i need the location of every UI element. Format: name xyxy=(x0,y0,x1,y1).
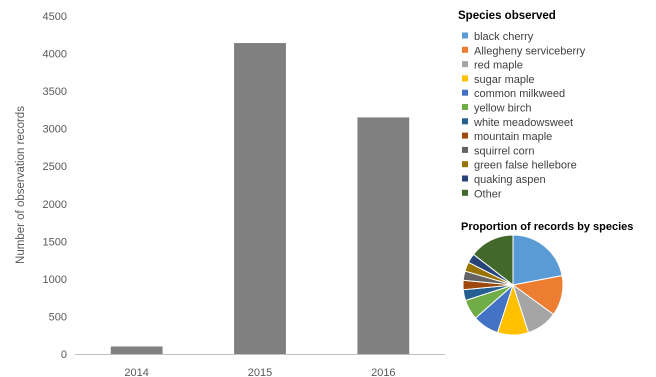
legend-label: squirrel corn xyxy=(474,145,535,157)
x-tick-label: 2015 xyxy=(248,367,272,377)
species-legend: Species observed black cherry Allegheny s… xyxy=(458,10,586,200)
legend-label: quaking aspen xyxy=(474,174,546,186)
pie-slices xyxy=(462,234,564,336)
legend-swatch xyxy=(462,118,468,125)
pie-slice xyxy=(472,234,514,287)
legend-swatch xyxy=(462,61,468,68)
bar-chart: Number of observation records 0 500 1000 15… xyxy=(15,11,445,377)
bar-2015 xyxy=(234,43,286,354)
legend-label: black cherry xyxy=(474,31,534,43)
legend-label: red maple xyxy=(474,60,523,72)
legend-label: green false hellebore xyxy=(474,160,577,172)
bar-2014 xyxy=(110,346,163,354)
y-tick-label: 500 xyxy=(49,311,67,323)
x-tick-label: 2014 xyxy=(124,367,148,377)
y-axis-title: Number of observation records xyxy=(15,106,27,264)
legend-items: black cherry Allegheny serviceberry red ma… xyxy=(462,31,586,200)
legend-swatch xyxy=(462,46,468,53)
legend-label: sugar maple xyxy=(474,74,535,86)
legend-swatch xyxy=(462,75,468,82)
legend-swatch xyxy=(462,89,468,96)
x-tick-label: 2016 xyxy=(371,367,395,377)
legend-label: mountain maple xyxy=(474,131,552,143)
legend-swatch xyxy=(462,146,468,153)
legend-label: yellow birch xyxy=(474,103,531,115)
x-axis-ticks: 2014 2015 2016 xyxy=(124,367,395,377)
y-tick-label: 3500 xyxy=(43,86,67,98)
bar-2016 xyxy=(357,117,410,355)
legend-swatch xyxy=(462,175,468,182)
legend-swatch xyxy=(462,104,468,110)
y-tick-label: 1500 xyxy=(43,236,67,248)
y-tick-label: 4000 xyxy=(43,49,67,61)
legend-label: Allegheny serviceberry xyxy=(474,45,586,57)
legend-swatch xyxy=(462,32,468,39)
y-tick-label: 2000 xyxy=(43,199,67,211)
pie-chart: Proportion of records by species xyxy=(461,221,633,336)
y-tick-label: 1000 xyxy=(43,274,67,286)
pie-title: Proportion of records by species xyxy=(461,221,633,233)
legend-label: Other xyxy=(474,188,502,200)
y-tick-label: 2500 xyxy=(43,161,67,173)
legend-title: Species observed xyxy=(458,10,556,22)
pie-slice xyxy=(512,234,563,286)
y-tick-label: 3000 xyxy=(43,124,67,136)
y-tick-label: 4500 xyxy=(43,11,67,23)
legend-label: common milkweed xyxy=(474,88,565,100)
y-axis-ticks: 0 500 1000 1500 2000 2500 3000 3500 4000 4500 xyxy=(43,11,67,361)
legend-label: white meadowsweet xyxy=(473,117,573,129)
bars xyxy=(110,43,410,355)
legend-swatch xyxy=(462,132,468,139)
legend-swatch xyxy=(462,189,468,196)
legend-swatch xyxy=(462,161,468,168)
y-tick-label: 0 xyxy=(61,349,67,361)
